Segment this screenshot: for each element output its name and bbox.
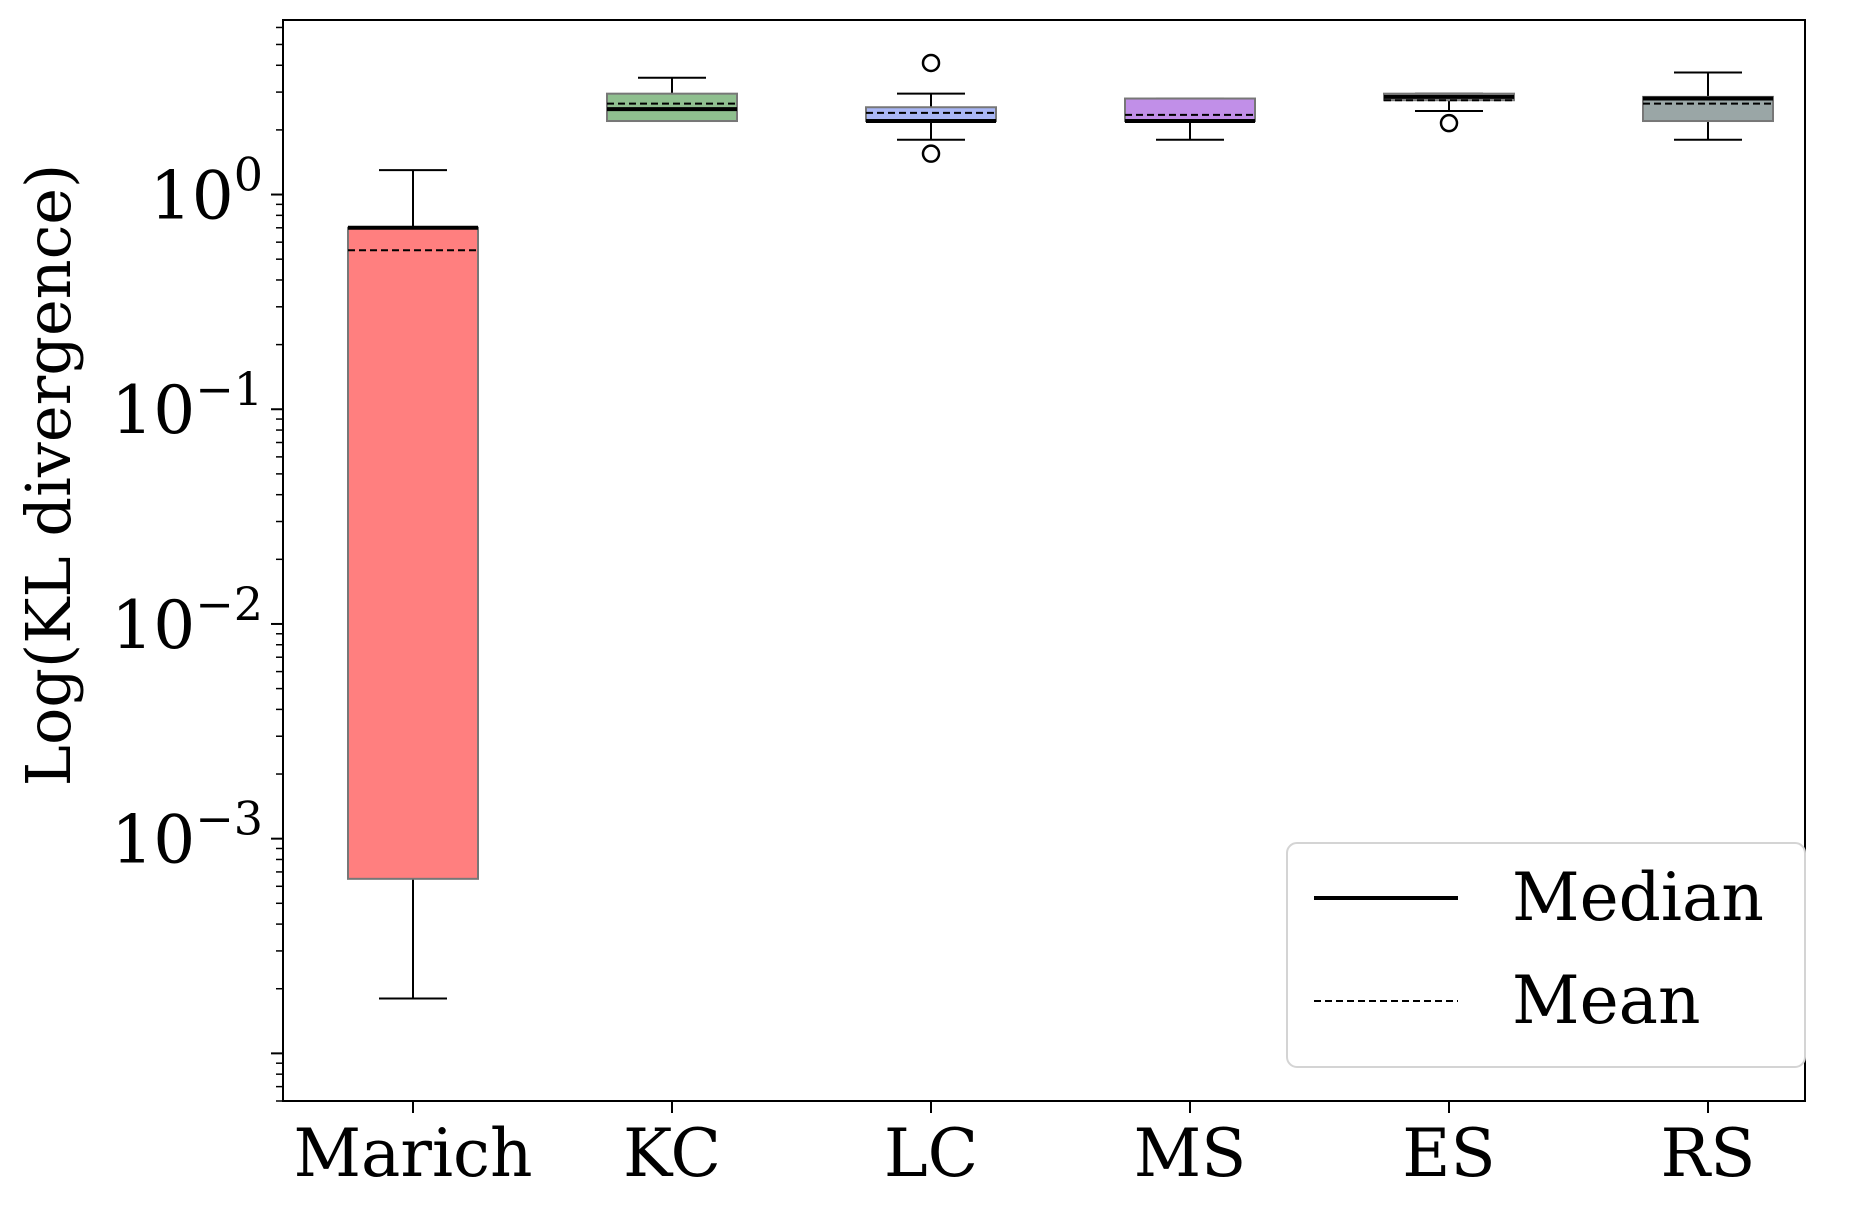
y-tick-label: 10−3 xyxy=(111,792,263,879)
box-es xyxy=(1383,92,1515,133)
x-tick-label-kc: KC xyxy=(623,1115,721,1192)
y-tick-label: 100 xyxy=(150,148,263,235)
outlier-point xyxy=(921,144,941,163)
legend-mean-label: Mean xyxy=(1512,962,1701,1039)
boxes-layer xyxy=(347,53,1774,1000)
plot-frame xyxy=(282,19,1806,1102)
x-tick-label-es: ES xyxy=(1402,1115,1495,1192)
x-tick-label-marich: Marich xyxy=(293,1115,532,1192)
iqr-box xyxy=(865,106,997,123)
x-tick-label-ms: MS xyxy=(1134,1115,1247,1192)
y-axis: 100 10−1 10−2 10−3 xyxy=(111,26,283,1102)
x-axis: Marich KC LC MS ES RS xyxy=(293,1101,1755,1192)
legend: Median Mean xyxy=(1286,842,1806,1068)
iqr-box xyxy=(347,226,479,880)
iqr-box xyxy=(1642,95,1774,123)
x-tick-label-rs: RS xyxy=(1661,1115,1756,1192)
box-ms xyxy=(1124,97,1256,141)
box-lc xyxy=(865,53,997,163)
outlier-point xyxy=(1439,113,1459,133)
outlier-point xyxy=(921,53,941,73)
y-tick-label: 10−1 xyxy=(111,362,263,449)
box-marich xyxy=(347,169,479,1000)
box-kc xyxy=(606,76,738,123)
legend-median-label: Median xyxy=(1512,859,1764,936)
y-tick-label: 10−2 xyxy=(111,577,263,664)
iqr-box xyxy=(1124,97,1256,123)
box-rs xyxy=(1642,71,1774,141)
x-tick-label-lc: LC xyxy=(884,1115,978,1192)
y-axis-label: Log(KL divergence) xyxy=(12,164,85,786)
